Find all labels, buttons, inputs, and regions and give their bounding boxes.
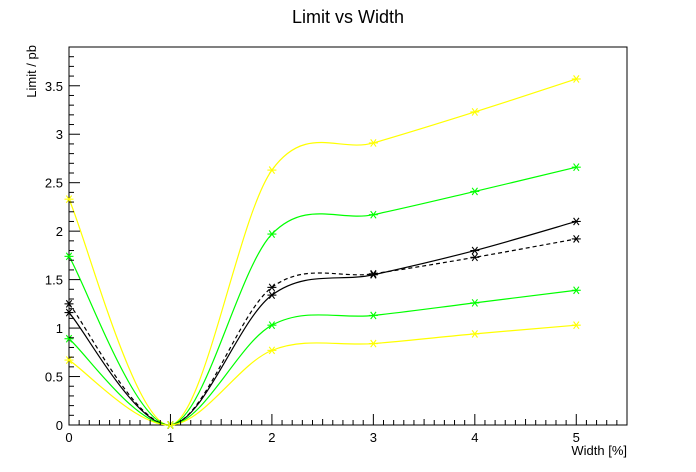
series-0-marker-3 [368, 139, 378, 147]
x-tick-label: 4 [471, 430, 478, 445]
series-1-marker-0 [64, 252, 74, 261]
axis-layer: 0 1 2 3 4 5 0 0.5 1 1.5 2 2.5 3 3.5 [45, 46, 628, 445]
series-2-marker-2 [267, 291, 277, 300]
y-tick-label: 3 [56, 127, 63, 142]
series-3-line [68, 238, 577, 426]
x-tick-label: 1 [167, 430, 174, 445]
x-tick-label: 0 [65, 430, 72, 445]
y-axis-title: Limit / pb [24, 45, 39, 98]
series-1-marker-4 [470, 187, 480, 196]
series-0-marker-4 [470, 108, 480, 116]
series-3-marker-0 [64, 299, 74, 308]
chart-title: Limit vs Width [292, 7, 404, 27]
y-tick-label: 2 [56, 224, 63, 239]
series-2-marker-0 [64, 308, 74, 317]
series-0-marker-0 [64, 195, 74, 204]
series-2-marker-5 [571, 217, 581, 226]
series-1-marker-5 [571, 163, 581, 172]
series-1 [64, 163, 581, 429]
series-5 [64, 321, 581, 429]
series-3-marker-4 [470, 253, 480, 262]
series-2-marker-4 [470, 246, 480, 255]
x-tick-label: 3 [370, 430, 377, 445]
series-4-marker-3 [368, 311, 378, 320]
x-tick-label: 2 [268, 430, 275, 445]
series-4-marker-5 [571, 286, 581, 295]
series-4-marker-2 [267, 321, 277, 330]
y-tick-label: 0 [56, 418, 63, 433]
series-0-marker-5 [571, 75, 581, 83]
series-4-marker-4 [470, 298, 480, 307]
plot-frame [68, 46, 628, 426]
series-5-marker-2 [267, 346, 277, 355]
series-4-marker-0 [64, 334, 74, 343]
series-4-line [68, 289, 577, 426]
y-tick-label: 2.5 [45, 176, 63, 191]
series-1-marker-3 [368, 210, 378, 219]
y-tick-label: 1.5 [45, 273, 63, 288]
series-4 [64, 286, 581, 429]
series-1-marker-2 [267, 230, 277, 238]
series-5-marker-4 [470, 329, 480, 338]
series-0 [64, 75, 581, 429]
series-1-line [68, 166, 577, 426]
y-tick-label: 1 [56, 321, 63, 336]
series-layer [64, 75, 581, 429]
series-5-marker-3 [368, 339, 378, 348]
series-3-marker-2 [267, 283, 277, 292]
series-2-line [68, 220, 577, 426]
series-5-line [68, 324, 577, 426]
series-0-line [68, 78, 577, 426]
y-tick-label: 3.5 [45, 79, 63, 94]
series-0-marker-2 [267, 166, 277, 175]
series-5-marker-0 [64, 356, 74, 364]
series-3-marker-5 [571, 234, 581, 243]
y-tick-label: 0.5 [45, 370, 63, 385]
series-2 [64, 217, 581, 429]
x-tick-label: 5 [573, 430, 580, 445]
series-5-marker-5 [571, 321, 581, 330]
x-axis-title: Width [%] [571, 443, 627, 458]
series-3-marker-3 [368, 269, 378, 278]
